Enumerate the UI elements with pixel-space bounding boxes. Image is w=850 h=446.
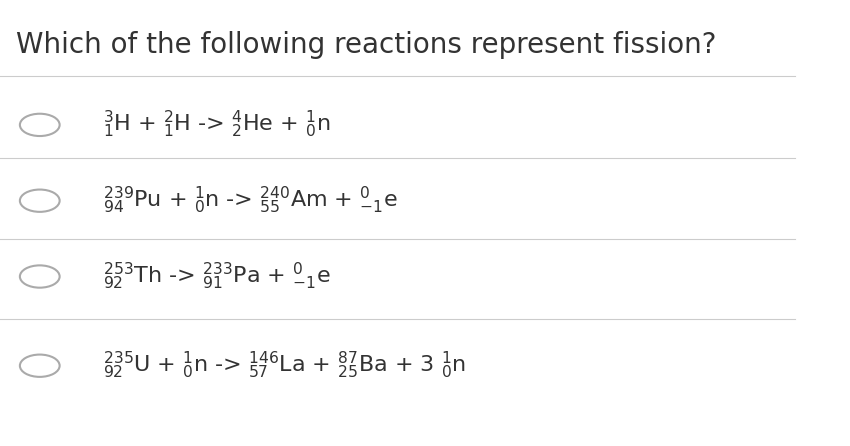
Text: Which of the following reactions represent fission?: Which of the following reactions represe… bbox=[16, 31, 717, 59]
Text: $^{235}_{92}$U + $^{1}_{0}$n -> $^{146}_{57}$La + $^{87}_{25}$Ba + 3 $^{1}_{0}$n: $^{235}_{92}$U + $^{1}_{0}$n -> $^{146}_… bbox=[104, 350, 467, 381]
Text: $^{253}_{92}$Th -> $^{233}_{91}$Pa + $^{0}_{-1}$e: $^{253}_{92}$Th -> $^{233}_{91}$Pa + $^{… bbox=[104, 261, 331, 292]
Text: $^{239}_{94}$Pu + $^{1}_{0}$n -> $^{240}_{55}$Am + $^{0}_{-1}$e: $^{239}_{94}$Pu + $^{1}_{0}$n -> $^{240}… bbox=[104, 185, 399, 216]
Text: $^{3}_{1}$H + $^{2}_{1}$H -> $^{4}_{2}$He + $^{1}_{0}$n: $^{3}_{1}$H + $^{2}_{1}$H -> $^{4}_{2}$H… bbox=[104, 109, 331, 140]
